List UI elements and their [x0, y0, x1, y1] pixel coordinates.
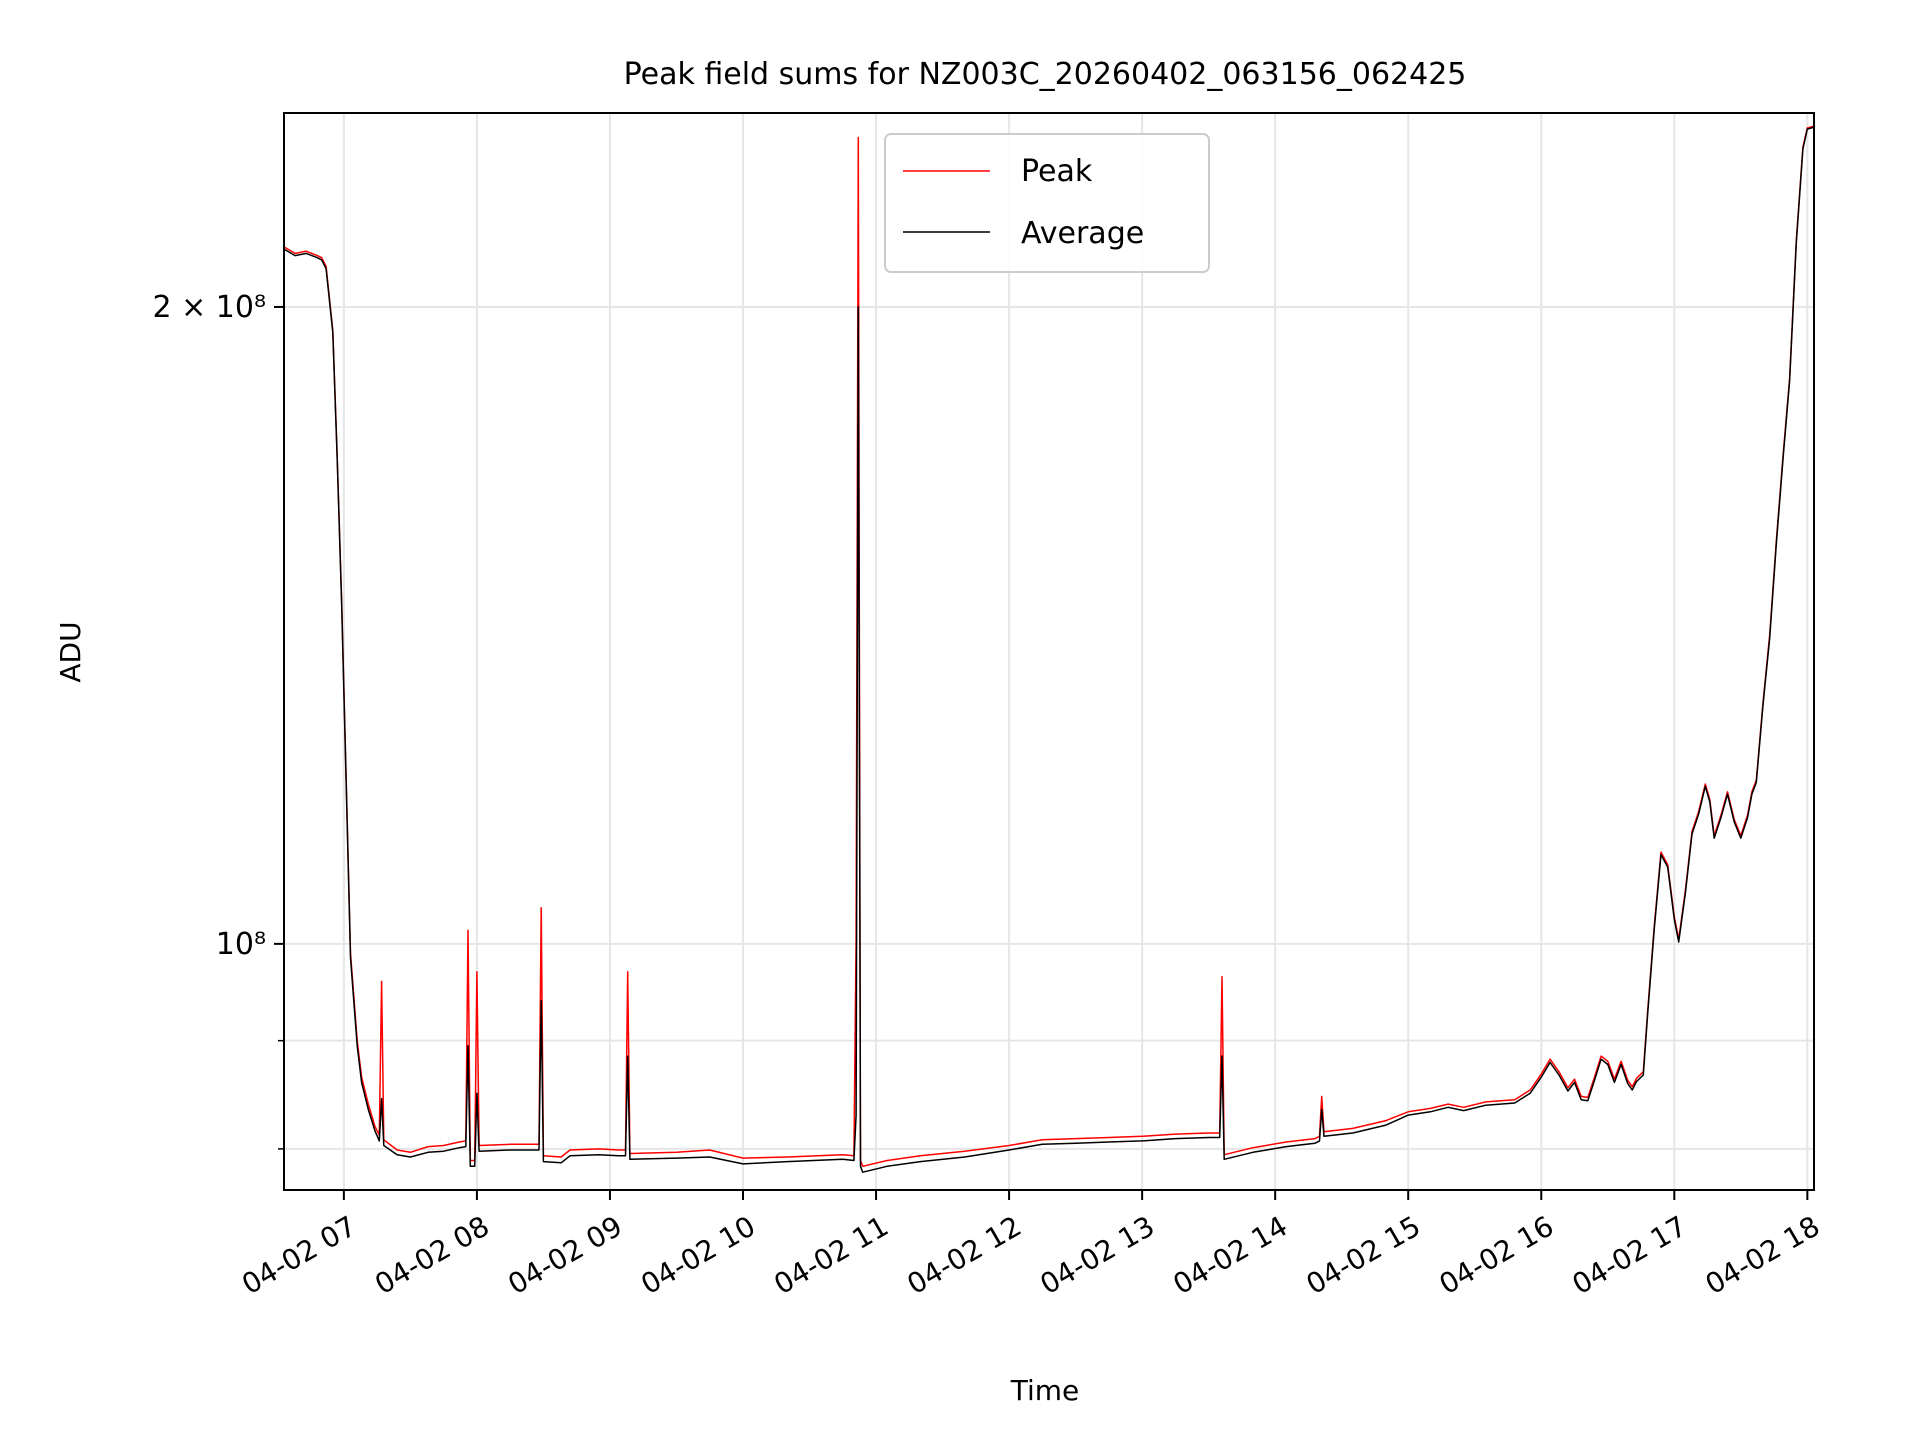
y-axis-label: ADU — [54, 621, 87, 682]
legend-label-average: Average — [1021, 216, 1144, 251]
plot-frame — [283, 112, 1815, 1191]
series-line-average — [283, 126, 1815, 1173]
x-axis-label: Time — [1010, 1374, 1080, 1407]
y-tick-label: 10⁸ — [216, 927, 266, 962]
legend: Peak Average — [884, 133, 1210, 273]
plot-lines — [283, 125, 1815, 1173]
y-axis: 2 × 10⁸ 10⁸ — [153, 290, 284, 1150]
y-tick-label: 2 × 10⁸ — [153, 290, 267, 325]
legend-box — [884, 133, 1210, 273]
legend-label-peak: Peak — [1021, 154, 1093, 189]
chart-title: Peak field sums for NZ003C_20260402_0631… — [624, 57, 1467, 92]
